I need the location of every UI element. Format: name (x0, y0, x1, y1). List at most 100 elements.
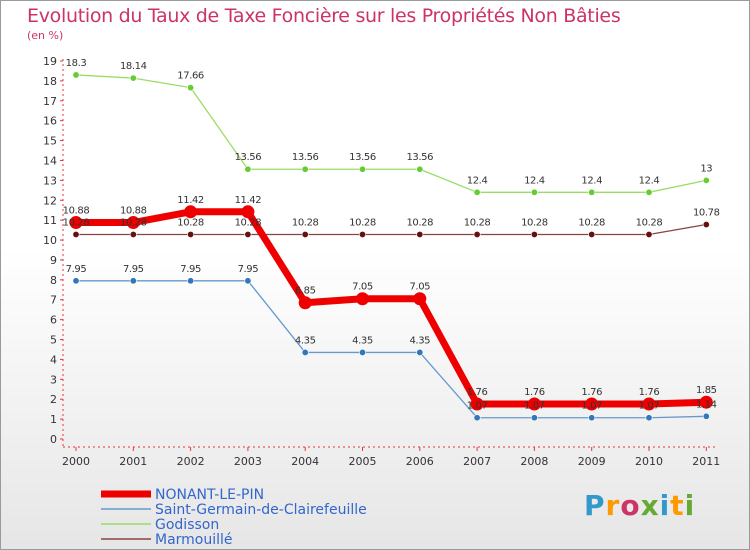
data-label: 10.88 (63, 206, 90, 217)
data-label: 4.35 (409, 335, 430, 346)
y-tick-label: 17 (43, 95, 57, 108)
x-tick-label: 2003 (234, 455, 262, 468)
data-label: 10.88 (120, 206, 147, 217)
data-point (416, 348, 424, 356)
data-label: 17.66 (177, 71, 204, 82)
logo-letter: P (584, 489, 606, 522)
x-tick-label: 2006 (406, 455, 434, 468)
data-label: 12.4 (639, 175, 660, 186)
data-point (69, 216, 83, 230)
data-point (187, 84, 195, 92)
y-tick-label: 0 (50, 433, 57, 446)
data-label: 6.85 (295, 286, 316, 297)
data-label: 18.3 (66, 58, 87, 69)
y-tick-label: 16 (43, 115, 57, 128)
data-label: 7.95 (123, 264, 144, 275)
y-tick-label: 1 (50, 413, 57, 426)
data-label: 7.95 (180, 264, 201, 275)
data-point (356, 292, 369, 306)
data-point (244, 277, 252, 285)
data-point (72, 71, 80, 79)
data-label: 13.56 (292, 152, 319, 163)
data-point (298, 296, 312, 310)
data-label: 12.4 (467, 175, 488, 186)
logo-letter: i (659, 489, 671, 522)
series-line-1 (76, 223, 707, 236)
x-tick-label: 2001 (119, 455, 147, 468)
data-label: 13.56 (235, 152, 262, 163)
proxiti-logo: Proxiti (584, 489, 695, 522)
data-label: 1.76 (581, 387, 602, 398)
legend-label: Marmouillé (155, 532, 233, 548)
x-tick-label: 2007 (463, 455, 491, 468)
data-label: 1.07 (524, 401, 545, 412)
data-point (187, 230, 195, 238)
data-label: 1.76 (524, 387, 545, 398)
y-tick-label: 9 (50, 254, 57, 267)
data-point (588, 414, 596, 422)
data-label: 4.35 (352, 335, 373, 346)
data-label: 10.28 (406, 217, 433, 228)
data-point (530, 188, 538, 196)
data-label: 13.56 (406, 152, 433, 163)
legend-label: Saint-Germain-de-Clairefeuille (155, 502, 367, 518)
y-tick-label: 10 (43, 234, 57, 247)
data-label: 11.42 (235, 195, 262, 206)
data-point (358, 165, 366, 173)
data-point (358, 230, 366, 238)
data-point (126, 216, 140, 230)
data-point (301, 348, 309, 356)
logo-letter: r (605, 489, 621, 522)
data-label: 10.28 (177, 217, 204, 228)
y-tick-label: 15 (43, 135, 57, 148)
data-point (187, 277, 195, 285)
y-tick-label: 3 (50, 373, 57, 386)
y-tick-label: 5 (50, 334, 57, 347)
data-point (72, 277, 80, 285)
data-label: 1.76 (639, 387, 660, 398)
y-tick-label: 19 (43, 55, 57, 68)
data-point (241, 205, 255, 219)
logo-letter: t (670, 489, 685, 522)
data-point (129, 230, 137, 238)
logo-letter: o (620, 489, 641, 522)
data-point (416, 165, 424, 173)
data-point (527, 397, 541, 411)
series-line-3 (76, 208, 707, 408)
data-label: 10.28 (292, 217, 319, 228)
x-tick-label: 2011 (692, 455, 720, 468)
chart-title: Evolution du Taux de Taxe Foncière sur l… (27, 5, 621, 27)
data-label: 11.42 (177, 195, 204, 206)
y-tick-label: 4 (50, 353, 57, 366)
data-point (72, 230, 80, 238)
data-label: 10.28 (521, 217, 548, 228)
data-label: 1.07 (639, 401, 660, 412)
data-label: 18.14 (120, 61, 147, 72)
data-point (645, 414, 653, 422)
x-tick-label: 2004 (291, 455, 319, 468)
data-point (413, 292, 427, 306)
y-tick-label: 11 (43, 214, 57, 227)
y-tick-label: 6 (50, 314, 57, 327)
data-label: 1.07 (467, 401, 488, 412)
data-label: 12.4 (581, 175, 602, 186)
data-point (645, 188, 653, 196)
data-point (588, 188, 596, 196)
data-point (244, 230, 252, 238)
data-point (702, 221, 710, 229)
data-label: 10.28 (235, 217, 262, 228)
logo-letter: x (640, 489, 660, 522)
data-label: 4.35 (295, 335, 316, 346)
x-tick-label: 2009 (578, 455, 606, 468)
data-point (588, 230, 596, 238)
x-tick-label: 2008 (520, 455, 548, 468)
data-label: 12.4 (524, 175, 545, 186)
data-point (530, 230, 538, 238)
data-label: 1.85 (696, 385, 717, 396)
data-point (473, 230, 481, 238)
y-tick-label: 18 (43, 75, 57, 88)
data-point (184, 205, 198, 219)
data-point (530, 414, 538, 422)
data-label: 10.28 (120, 217, 147, 228)
